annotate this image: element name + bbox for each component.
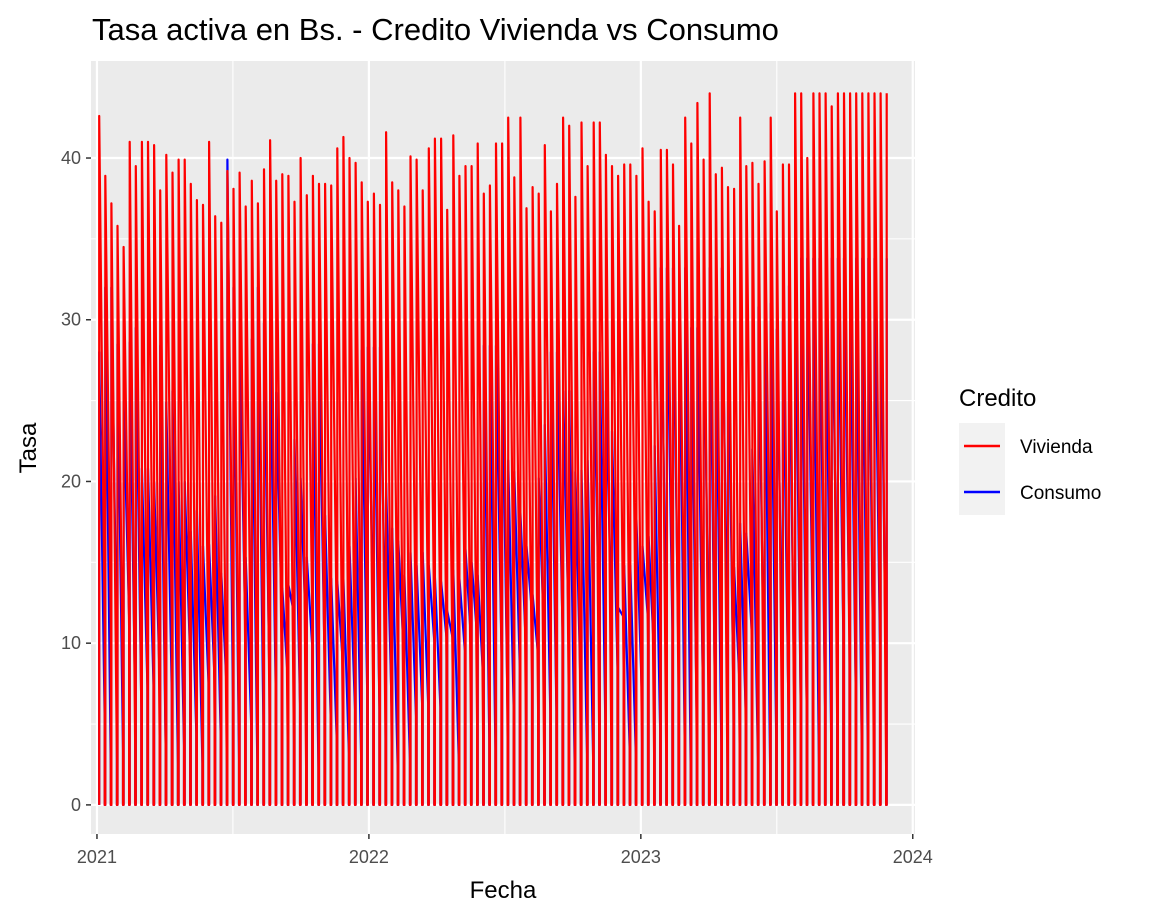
legend: Credito Vivienda Consumo <box>959 385 1101 515</box>
x-tick-label: 2023 <box>621 847 661 867</box>
x-axis-title: Fecha <box>470 877 537 904</box>
legend-label-vivienda: Vivienda <box>1020 437 1093 458</box>
y-tick-label: 0 <box>71 795 81 815</box>
x-tick-label: 2021 <box>77 847 117 867</box>
legend-title: Credito <box>959 385 1036 412</box>
legend-label-consumo: Consumo <box>1020 483 1101 504</box>
y-tick-label: 20 <box>61 471 81 491</box>
y-tick-label: 30 <box>61 310 81 330</box>
x-tick-label: 2024 <box>893 847 933 867</box>
x-axis: 2021 2022 2023 2024 <box>77 834 933 867</box>
y-axis-title: Tasa <box>15 422 42 473</box>
series-line-vivienda <box>98 92 888 806</box>
x-tick-label: 2022 <box>349 847 389 867</box>
series-layer <box>98 92 888 806</box>
chart-title: Tasa activa en Bs. - Credito Vivienda vs… <box>92 12 779 47</box>
y-axis: 0 10 20 30 40 <box>61 148 91 815</box>
y-tick-label: 10 <box>61 633 81 653</box>
y-tick-label: 40 <box>61 148 81 168</box>
